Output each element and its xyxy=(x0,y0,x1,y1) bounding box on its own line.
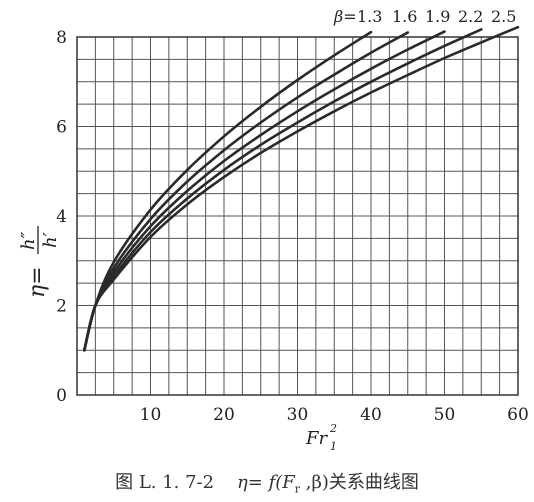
legend-entry: 2.2 xyxy=(458,7,483,26)
x-axis-label-superscript: 2 xyxy=(329,422,337,435)
grid xyxy=(76,36,519,396)
x-tick-label: 10 xyxy=(140,405,162,425)
x-tick-label: 30 xyxy=(287,405,309,425)
curve-beta-1-9 xyxy=(83,30,446,352)
curve-beta-1-3 xyxy=(83,30,373,352)
x-axis-label: Fr 1 2 xyxy=(305,422,337,453)
y-axis-label-numerator: h″ xyxy=(18,231,39,250)
x-tick-label: 40 xyxy=(360,405,382,425)
y-tick-label: 4 xyxy=(56,207,67,227)
figure-caption: 图 L. 1. 7-2 η= f(Fr ,β)关系曲线图 xyxy=(0,468,534,496)
legend: β= 1.3 1.6 1.9 2.2 2.5 xyxy=(333,7,516,26)
curve-beta-2-2 xyxy=(83,28,483,352)
x-tick-label: 20 xyxy=(213,405,235,425)
y-axis-label: η= h″ h′ xyxy=(18,226,61,298)
legend-entry: 1.3 xyxy=(357,7,382,26)
eta-curve-chart: 10 20 30 40 50 60 0 2 4 6 8 β= 1.3 1.6 1.9 2.2 2.5 η= … xyxy=(18,7,529,453)
legend-entry: 2.5 xyxy=(491,7,516,26)
caption-rest: ,β)关系曲线图 xyxy=(300,472,419,493)
curves xyxy=(83,25,520,352)
plot-frame xyxy=(76,36,519,396)
caption-formula: η= f(F xyxy=(236,472,295,493)
y-tick-label: 2 xyxy=(56,297,67,317)
y-tick-label: 8 xyxy=(56,28,67,48)
legend-entry: 1.6 xyxy=(392,7,417,26)
curve-beta-2-5 xyxy=(83,25,520,352)
x-axis-label-subscript: 1 xyxy=(330,440,337,453)
legend-entry: 1.9 xyxy=(425,7,450,26)
x-tick-label: 50 xyxy=(434,405,456,425)
x-tick-labels: 10 20 30 40 50 60 xyxy=(140,405,529,425)
caption-prefix: 图 L. 1. 7-2 xyxy=(115,472,215,493)
curve-beta-1-6 xyxy=(83,31,410,352)
legend-prefix: β= xyxy=(333,7,357,26)
y-tick-label: 6 xyxy=(56,118,67,138)
y-axis-label-denominator: h′ xyxy=(40,232,61,248)
x-axis-label-main: Fr xyxy=(305,428,328,449)
caption-subscript: r xyxy=(294,482,301,496)
y-axis-label-eta: η= xyxy=(25,266,50,298)
y-tick-label: 0 xyxy=(56,386,67,406)
y-tick-labels: 0 2 4 6 8 xyxy=(56,28,67,406)
x-tick-label: 60 xyxy=(507,405,529,425)
